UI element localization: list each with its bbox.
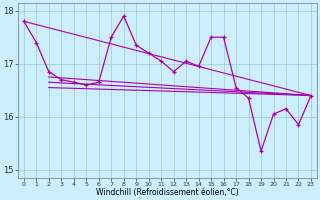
X-axis label: Windchill (Refroidissement éolien,°C): Windchill (Refroidissement éolien,°C) (96, 188, 239, 197)
